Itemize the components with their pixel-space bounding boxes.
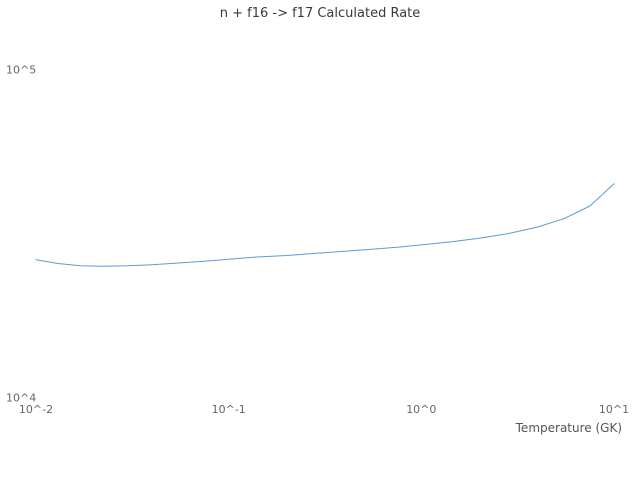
chart-title: n + f16 -> f17 Calculated Rate [219, 6, 421, 21]
x-tick-label: 10^1 [598, 403, 630, 416]
x-tick-label: 10^-1 [211, 403, 246, 416]
y-tick-label: 10^5 [6, 63, 37, 77]
x-tick-label: 10^-2 [18, 403, 54, 416]
rate-curve [35, 183, 615, 267]
x-tick-label: 10^0 [406, 403, 437, 416]
y-tick-label: 10^4 [6, 391, 37, 405]
x-axis-label: Temperature (GK) [515, 421, 622, 435]
